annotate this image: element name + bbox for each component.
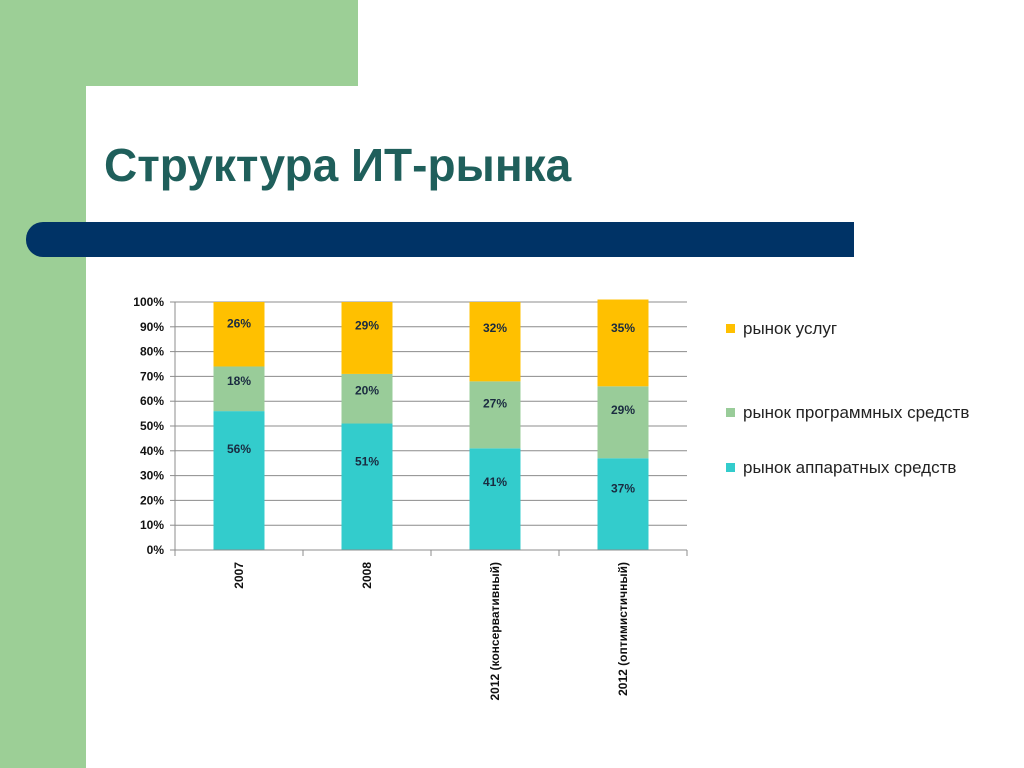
y-tick-label: 80% xyxy=(140,345,164,359)
data-label: 18% xyxy=(227,374,251,388)
bar-segment xyxy=(213,366,265,412)
x-tick-label: 2012 (консервативный) xyxy=(488,562,502,701)
data-label: 35% xyxy=(611,321,635,335)
y-tick-label: 70% xyxy=(140,369,164,383)
y-tick-label: 10% xyxy=(140,518,164,532)
slide-title: Структура ИТ-рынка xyxy=(104,139,572,191)
legend-label-software: рынок программных средств xyxy=(743,403,970,422)
y-tick-label: 0% xyxy=(147,543,165,557)
bar-segment xyxy=(213,411,265,550)
legend-swatch-services xyxy=(726,324,735,333)
background-accent-left xyxy=(0,0,86,768)
data-label: 29% xyxy=(355,319,379,333)
background-accent-top xyxy=(0,0,358,86)
data-label: 41% xyxy=(483,475,507,489)
x-tick-label: 2012 (оптимистичный) xyxy=(616,562,630,696)
bar-segment xyxy=(597,386,649,459)
chart-legend: рынок услуг рынок программных средств ры… xyxy=(726,318,986,479)
data-label: 26% xyxy=(227,316,251,330)
legend-label-hardware: рынок аппаратных средств xyxy=(743,458,957,477)
title-underline-bar xyxy=(26,222,854,257)
data-label: 56% xyxy=(227,442,251,456)
legend-label-services: рынок услуг xyxy=(743,319,838,338)
data-label: 29% xyxy=(611,403,635,417)
bar-segment xyxy=(597,299,649,387)
legend-entry-services: рынок услуг xyxy=(726,318,986,340)
y-tick-label: 40% xyxy=(140,444,164,458)
y-tick-label: 50% xyxy=(140,419,164,433)
y-tick-label: 60% xyxy=(140,394,164,408)
legend-entry-software: рынок программных средств xyxy=(726,402,986,424)
bar-segment xyxy=(469,381,521,449)
bar-segment xyxy=(469,448,521,550)
bar-segment xyxy=(213,302,265,367)
y-tick-label: 20% xyxy=(140,493,164,507)
bar-segment xyxy=(597,458,649,550)
bar-segment xyxy=(341,423,393,550)
data-label: 27% xyxy=(483,396,507,410)
x-tick-label: 2008 xyxy=(360,562,374,589)
data-label: 20% xyxy=(355,383,379,397)
data-label: 51% xyxy=(355,455,379,469)
y-tick-label: 90% xyxy=(140,320,164,334)
legend-swatch-hardware xyxy=(726,463,735,472)
y-tick-label: 30% xyxy=(140,469,164,483)
data-label: 32% xyxy=(483,321,507,335)
legend-swatch-software xyxy=(726,408,735,417)
x-tick-label: 2007 xyxy=(232,562,246,589)
data-label: 37% xyxy=(611,482,635,496)
bar-segment xyxy=(341,373,393,424)
legend-entry-hardware: рынок аппаратных средств xyxy=(726,457,986,479)
bar-segment xyxy=(341,302,393,374)
bar-segment xyxy=(469,302,521,382)
y-tick-label: 100% xyxy=(133,295,164,309)
